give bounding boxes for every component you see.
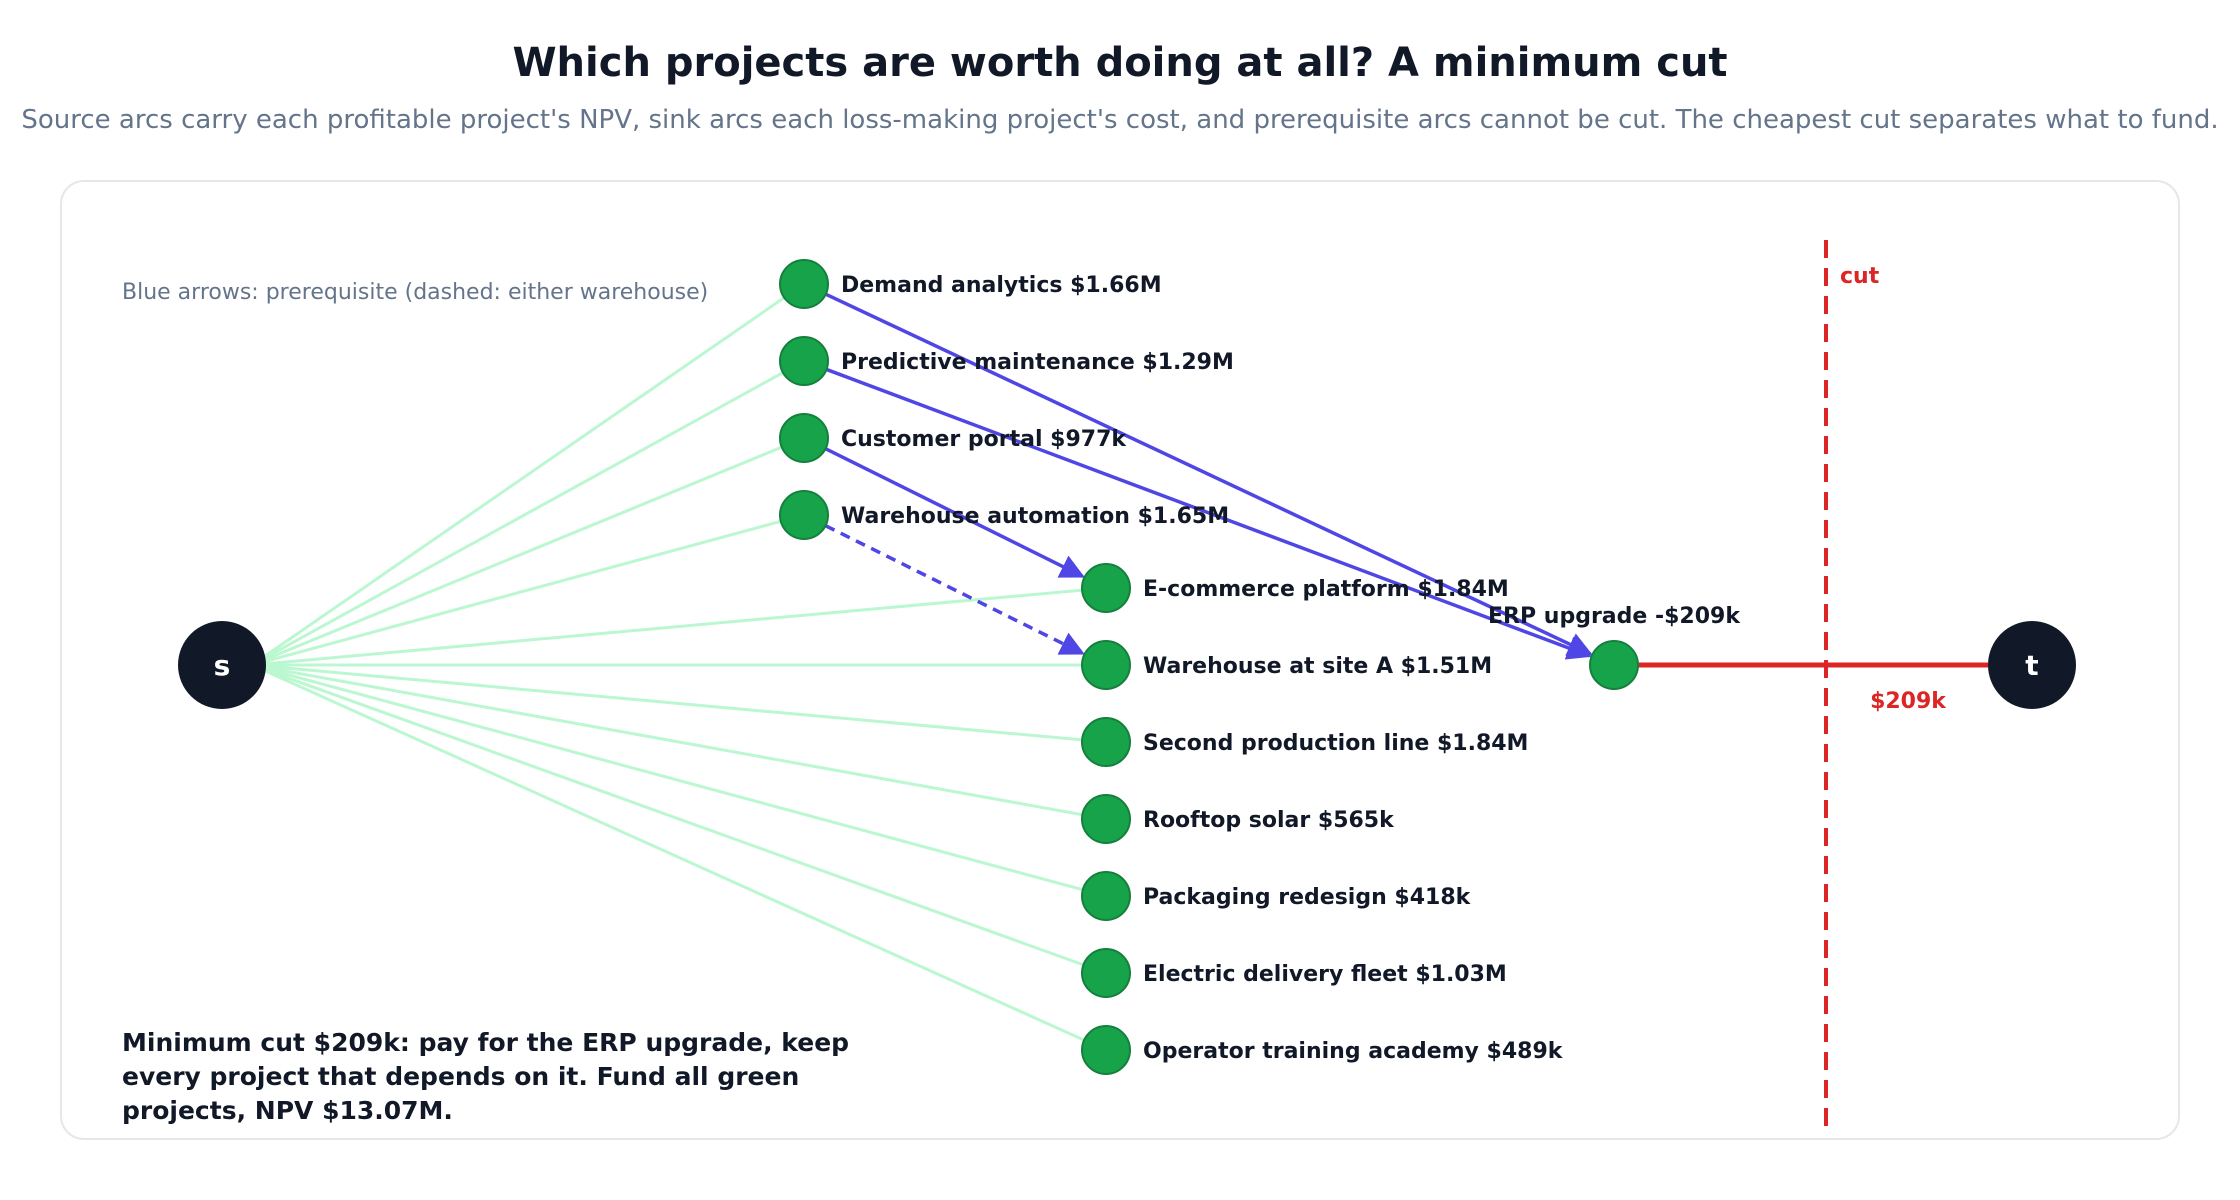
annotations: Blue arrows: prerequisite (dashed: eithe… <box>122 280 849 1125</box>
page-title: Which projects are worth doing at all? A… <box>512 40 1728 86</box>
diagram-panel: $209k cut Demand analytics $1.66M Predict… <box>60 180 2180 1140</box>
project-node-fleet <box>1081 948 1131 998</box>
project-label-predictive: Predictive maintenance $1.29M <box>841 350 1234 375</box>
source-arc-packaging <box>251 663 1107 898</box>
source-node-label: s <box>214 649 231 682</box>
prerequisite-arc-portal-to-ecommerce <box>824 447 1085 579</box>
project-node-production <box>1081 717 1131 767</box>
source-arc-production <box>251 663 1107 744</box>
page-subtitle: Source arcs carry each profitable projec… <box>21 105 2219 135</box>
prerequisite-arc-warehouse_auto-to-warehouse_a <box>824 524 1085 656</box>
project-node-warehouse_auto <box>779 490 829 540</box>
summary-line: projects, NPV $13.07M. <box>122 1096 453 1125</box>
cut-line-group: cut <box>1824 240 1880 1127</box>
sink-node-label: t <box>2025 649 2038 682</box>
cut-label: cut <box>1840 264 1880 289</box>
source-arc-fleet <box>251 663 1107 975</box>
summary-line: Minimum cut $209k: pay for the ERP upgra… <box>122 1028 849 1057</box>
sink-arc-value: $209k <box>1870 689 1947 714</box>
project-label-demand: Demand analytics $1.66M <box>841 273 1162 298</box>
source-node <box>178 621 266 709</box>
project-label-fleet: Electric delivery fleet $1.03M <box>1143 962 1507 987</box>
project-label-warehouse_auto: Warehouse automation $1.65M <box>841 504 1229 529</box>
prerequisite-arc-predictive-to-erp <box>825 367 1592 660</box>
project-node-portal <box>779 413 829 463</box>
project-node-warehouse_a <box>1081 640 1131 690</box>
source-arc-portal <box>251 436 805 667</box>
project-label-portal: Customer portal $977k <box>841 427 1127 452</box>
sink-arcs: $209k <box>1638 662 1988 714</box>
prerequisite-arc-demand-to-erp <box>824 292 1593 656</box>
project-node-predictive <box>779 336 829 386</box>
summary-line: every project that depends on it. Fund a… <box>122 1062 799 1091</box>
project-node-erp <box>1589 640 1639 690</box>
project-node-ecommerce <box>1081 563 1131 613</box>
prerequisite-arcs <box>824 292 1593 660</box>
min-cut-diagram: $209k cut Demand analytics $1.66M Predict… <box>122 240 2076 1127</box>
project-node-packaging <box>1081 871 1131 921</box>
source-arc-ecommerce <box>251 586 1107 667</box>
source-arc-solar <box>251 663 1107 821</box>
source-arc-demand <box>251 282 805 667</box>
project-label-erp: ERP upgrade -$209k <box>1488 604 1741 629</box>
legend-note: Blue arrows: prerequisite (dashed: eithe… <box>122 280 708 305</box>
source-arc-warehouse_auto <box>251 513 805 667</box>
project-label-production: Second production line $1.84M <box>1143 731 1528 756</box>
project-label-solar: Rooftop solar $565k <box>1143 808 1395 833</box>
source-arc-predictive <box>251 359 805 667</box>
sink-node <box>1988 621 2076 709</box>
project-label-training: Operator training academy $489k <box>1143 1039 1564 1064</box>
project-label-warehouse_a: Warehouse at site A $1.51M <box>1143 654 1492 679</box>
source-arc-training <box>251 663 1107 1052</box>
project-node-solar <box>1081 794 1131 844</box>
source-arcs <box>251 282 1107 1052</box>
project-label-packaging: Packaging redesign $418k <box>1143 885 1472 910</box>
project-node-demand <box>779 259 829 309</box>
project-label-ecommerce: E-commerce platform $1.84M <box>1143 577 1509 602</box>
project-node-training <box>1081 1025 1131 1075</box>
project-nodes: Demand analytics $1.66M Predictive mainte… <box>779 259 1741 1075</box>
